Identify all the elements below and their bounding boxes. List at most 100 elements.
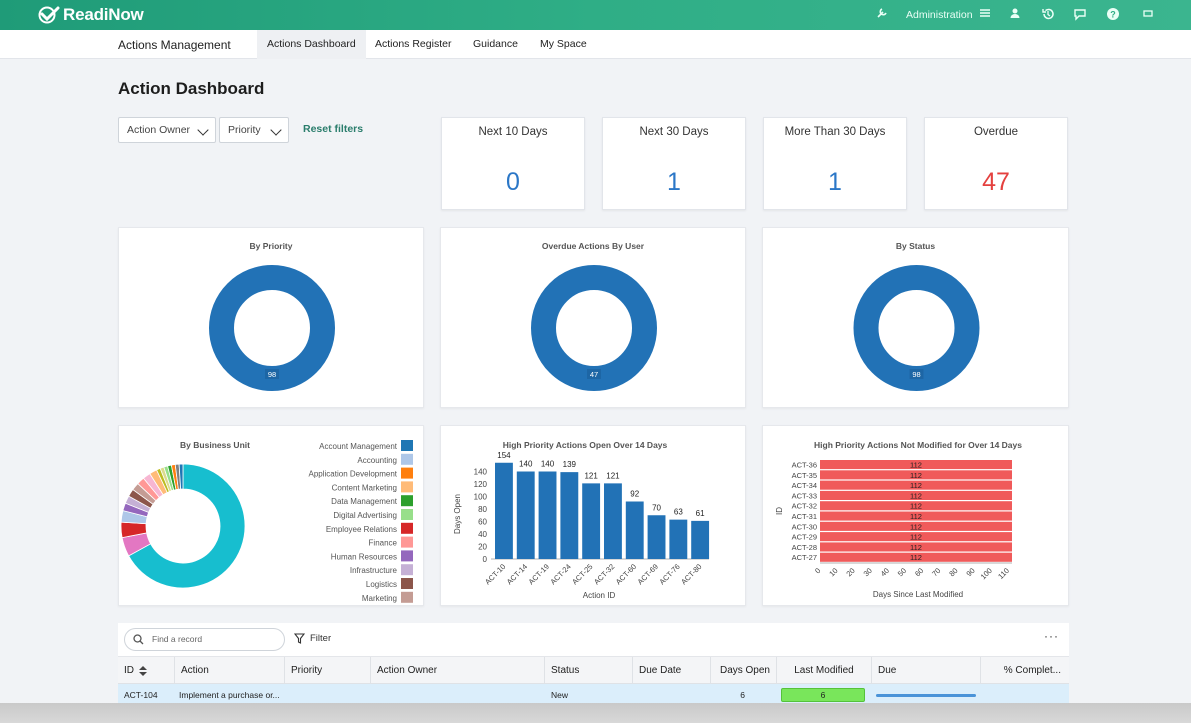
by-status-donut[interactable]: 98 bbox=[763, 228, 1070, 409]
bar bbox=[820, 470, 1012, 480]
column-header-due-date[interactable]: Due Date bbox=[633, 657, 711, 684]
data-label: 139 bbox=[563, 460, 577, 469]
bar bbox=[495, 462, 513, 559]
x-tick-label: ACT-80 bbox=[679, 562, 703, 586]
readinow-logo[interactable]: ReadiNow bbox=[38, 5, 144, 25]
administration-menu[interactable]: Administration bbox=[906, 9, 973, 21]
data-label: 154 bbox=[497, 451, 511, 460]
legend-swatch bbox=[401, 591, 413, 603]
kpi-next-10-days[interactable]: Next 10 Days 0 bbox=[441, 117, 585, 210]
x-tick-label: 0 bbox=[813, 566, 822, 575]
y-tick-label: 40 bbox=[478, 530, 487, 539]
legend-label: Accounting bbox=[357, 456, 397, 465]
reset-filters-link[interactable]: Reset filters bbox=[303, 123, 364, 135]
column-header-priority[interactable]: Priority bbox=[285, 657, 371, 684]
column-header-id[interactable]: ID bbox=[118, 657, 175, 684]
data-label: 63 bbox=[674, 508, 683, 517]
kpi-more-than-30-days[interactable]: More Than 30 Days 1 bbox=[763, 117, 907, 210]
legend-label: Content Marketing bbox=[332, 483, 397, 492]
data-label: 140 bbox=[519, 460, 533, 469]
donut-value-label: 47 bbox=[590, 370, 598, 379]
x-tick-label: ACT-14 bbox=[505, 562, 529, 586]
funnel-icon bbox=[294, 633, 305, 644]
legend-swatch bbox=[401, 550, 413, 562]
column-header-status[interactable]: Status bbox=[545, 657, 633, 684]
fullscreen-icon[interactable] bbox=[1140, 7, 1156, 23]
donut-value-label: 98 bbox=[268, 370, 276, 379]
tab-actions-dashboard[interactable]: Actions Dashboard bbox=[257, 30, 366, 59]
bar bbox=[669, 519, 688, 559]
donut-slice bbox=[178, 463, 184, 490]
legend-label: Infrastructure bbox=[350, 566, 398, 575]
app-name[interactable]: Actions Management bbox=[118, 38, 231, 52]
wrench-icon[interactable] bbox=[874, 7, 890, 23]
x-tick-label: 10 bbox=[827, 566, 839, 578]
column-header-label: ID bbox=[124, 665, 134, 676]
not-modified-14-days-chart[interactable]: High Priority Actions Not Modified for O… bbox=[763, 426, 1070, 607]
data-label: 112 bbox=[910, 502, 922, 511]
column-header-due[interactable]: Due bbox=[872, 657, 981, 684]
y-axis-label: Days Open bbox=[453, 494, 462, 534]
y-axis-label: ID bbox=[775, 507, 784, 515]
data-label: 112 bbox=[910, 553, 922, 562]
by-priority-donut[interactable]: 98 bbox=[119, 228, 425, 409]
kpi-label: Next 10 Days bbox=[478, 126, 548, 138]
data-label: 112 bbox=[910, 471, 922, 480]
overdue-by-user-donut[interactable]: 47 bbox=[441, 228, 747, 409]
chart-card-not-modified-14-days: High Priority Actions Not Modified for O… bbox=[762, 425, 1069, 606]
chart-card-open-over-14-days: High Priority Actions Open Over 14 Days 0… bbox=[440, 425, 746, 606]
history-icon[interactable] bbox=[1040, 7, 1056, 23]
x-tick-label: 40 bbox=[879, 566, 891, 578]
column-header-days-open[interactable]: Days Open bbox=[711, 657, 777, 684]
chat-icon[interactable] bbox=[1072, 7, 1088, 23]
chevron-down-icon bbox=[197, 124, 209, 136]
kpi-overdue[interactable]: Overdue 47 bbox=[924, 117, 1068, 210]
kpi-next-30-days[interactable]: Next 30 Days 1 bbox=[602, 117, 746, 210]
x-tick-label: ACT-69 bbox=[636, 562, 660, 586]
hamburger-menu-icon[interactable] bbox=[977, 7, 993, 23]
legend-label: Marketing bbox=[362, 594, 397, 603]
tab-actions-register[interactable]: Actions Register bbox=[375, 38, 452, 50]
kpi-value: 47 bbox=[982, 168, 1010, 196]
y-tick-label: ACT-31 bbox=[792, 512, 817, 521]
bar bbox=[516, 471, 535, 559]
legend-swatch bbox=[401, 536, 413, 548]
logo-check-icon bbox=[38, 6, 60, 24]
y-tick-label: 120 bbox=[474, 480, 488, 489]
column-header-action[interactable]: Action bbox=[175, 657, 285, 684]
more-options-button[interactable]: ··· bbox=[1044, 629, 1059, 643]
x-tick-label: 100 bbox=[979, 566, 994, 581]
donut-slice bbox=[209, 265, 335, 391]
y-tick-label: 80 bbox=[478, 505, 487, 514]
legend-label: Digital Advertising bbox=[333, 511, 397, 520]
action-owner-filter[interactable]: Action Owner bbox=[118, 117, 216, 143]
data-label: 112 bbox=[910, 481, 922, 490]
tab-guidance[interactable]: Guidance bbox=[473, 38, 518, 50]
donut-slice bbox=[531, 265, 657, 391]
column-header-last-modified[interactable]: Last Modified bbox=[777, 657, 872, 684]
help-icon[interactable]: ? bbox=[1105, 7, 1121, 23]
column-header-percent-complete[interactable]: % Complet... bbox=[1003, 665, 1061, 676]
by-business-unit-chart[interactable]: By Business Unit Account Management Accoun… bbox=[119, 426, 424, 606]
tab-my-space[interactable]: My Space bbox=[540, 38, 587, 50]
table-row[interactable]: ACT-104 Implement a purchase or... New 6… bbox=[118, 684, 1069, 706]
donut-slice bbox=[128, 463, 246, 589]
user-icon[interactable] bbox=[1007, 7, 1023, 23]
open-over-14-days-chart[interactable]: High Priority Actions Open Over 14 Days 0… bbox=[441, 426, 747, 607]
donut-value-label: 98 bbox=[912, 370, 920, 379]
bar bbox=[820, 490, 1012, 500]
chart-card-by-status: By Status 98 bbox=[762, 227, 1069, 408]
table-toolbar: Find a record Filter ··· bbox=[118, 623, 1069, 657]
priority-filter[interactable]: Priority bbox=[219, 117, 289, 143]
column-header-action-owner[interactable]: Action Owner bbox=[371, 657, 545, 684]
cell-status: New bbox=[551, 690, 569, 700]
x-tick-label: 60 bbox=[913, 566, 925, 578]
y-tick-label: 100 bbox=[474, 493, 488, 502]
chart-card-by-business-unit: By Business Unit Account Management Accoun… bbox=[118, 425, 424, 606]
window-bottom-edge bbox=[0, 703, 1191, 723]
bar bbox=[820, 542, 1012, 552]
sort-icon[interactable] bbox=[139, 666, 147, 676]
search-input[interactable]: Find a record bbox=[124, 628, 285, 651]
svg-text:?: ? bbox=[1110, 10, 1116, 20]
x-tick-label: 20 bbox=[844, 566, 856, 578]
